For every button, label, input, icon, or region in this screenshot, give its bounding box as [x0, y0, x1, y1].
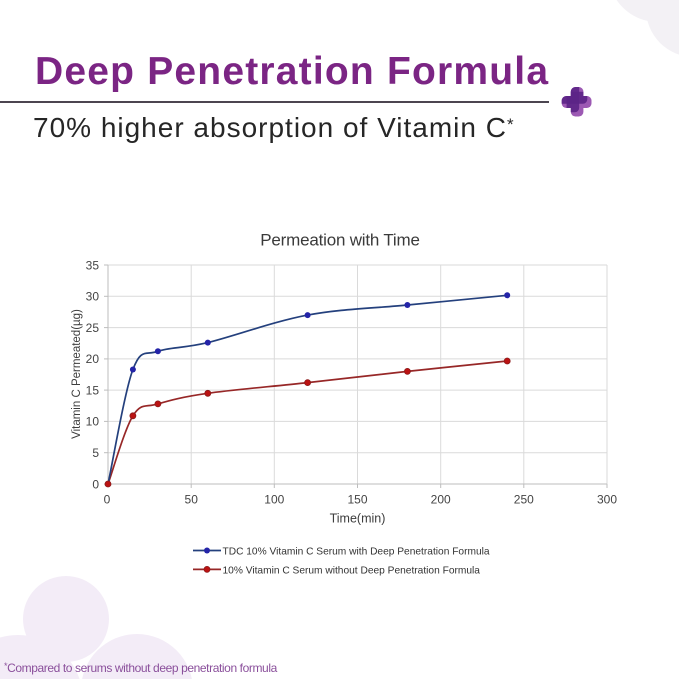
svg-text:200: 200 — [431, 493, 451, 507]
svg-text:Time(min): Time(min) — [330, 512, 386, 526]
svg-text:50: 50 — [185, 493, 199, 507]
svg-text:Permeation with Time: Permeation with Time — [260, 231, 419, 250]
svg-text:0: 0 — [92, 478, 99, 492]
svg-text:TDC 10% Vitamin C Serum with D: TDC 10% Vitamin C Serum with Deep Penetr… — [223, 547, 490, 558]
svg-text:15: 15 — [86, 383, 100, 397]
svg-text:250: 250 — [514, 493, 534, 507]
svg-text:100: 100 — [264, 493, 284, 507]
svg-text:30: 30 — [86, 290, 100, 304]
svg-text:35: 35 — [86, 258, 100, 272]
svg-text:300: 300 — [597, 493, 617, 507]
svg-text:10: 10 — [86, 415, 100, 429]
svg-text:Vitamin C Permeated(µg): Vitamin C Permeated(µg) — [71, 309, 83, 439]
svg-text:150: 150 — [347, 493, 367, 507]
svg-text:0: 0 — [104, 493, 111, 507]
svg-text:10% Vitamin C Serum without De: 10% Vitamin C Serum without Deep Penetra… — [223, 565, 481, 576]
svg-text:20: 20 — [86, 352, 100, 366]
svg-text:25: 25 — [86, 321, 100, 335]
svg-text:5: 5 — [92, 446, 99, 460]
